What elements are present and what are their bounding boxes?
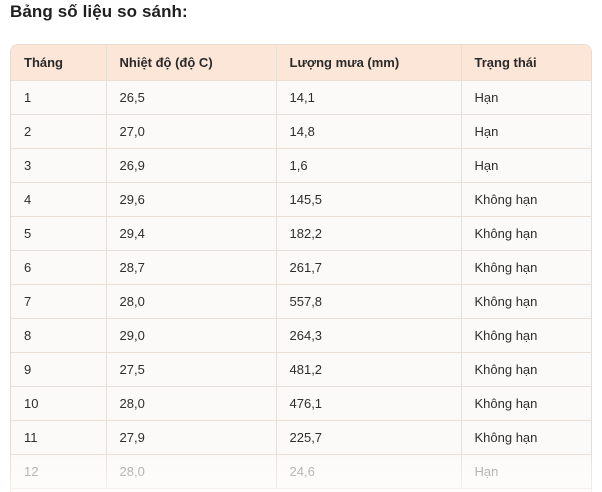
cell-temperature: 28,0	[106, 284, 277, 319]
cell-month: 1	[11, 80, 107, 115]
cell-month: 5	[11, 216, 107, 251]
cell-rainfall: 261,7	[276, 250, 462, 285]
cell-rainfall: 14,8	[276, 114, 462, 149]
table-row: 1 26,5 14,1 Hạn	[11, 80, 591, 115]
cell-temperature: 28,0	[106, 454, 277, 489]
cell-temperature: 26,5	[106, 80, 277, 115]
cell-status: Không hạn	[461, 318, 591, 353]
header-rainfall: Lượng mưa (mm)	[276, 45, 462, 81]
cell-month: 2	[11, 114, 107, 149]
cell-rainfall: 481,2	[276, 352, 462, 387]
cell-month: 4	[11, 182, 107, 217]
comparison-table: Tháng Nhiệt độ (độ C) Lượng mưa (mm) Trạ…	[11, 45, 591, 489]
cell-status: Không hạn	[461, 216, 591, 251]
cell-status: Không hạn	[461, 284, 591, 319]
cell-month: 12	[11, 454, 107, 489]
table-row: 8 29,0 264,3 Không hạn	[11, 318, 591, 353]
table-row: 7 28,0 557,8 Không hạn	[11, 284, 591, 319]
table-row: 10 28,0 476,1 Không hạn	[11, 386, 591, 421]
table-header-row: Tháng Nhiệt độ (độ C) Lượng mưa (mm) Trạ…	[11, 45, 591, 81]
cell-month: 3	[11, 148, 107, 183]
data-table-container: Tháng Nhiệt độ (độ C) Lượng mưa (mm) Trạ…	[10, 44, 592, 492]
cell-rainfall: 476,1	[276, 386, 462, 421]
cell-rainfall: 24,6	[276, 454, 462, 489]
cell-rainfall: 145,5	[276, 182, 462, 217]
table-row: 9 27,5 481,2 Không hạn	[11, 352, 591, 387]
cell-rainfall: 1,6	[276, 148, 462, 183]
cell-temperature: 27,9	[106, 420, 277, 455]
cell-month: 9	[11, 352, 107, 387]
table-row: 2 27,0 14,8 Hạn	[11, 114, 591, 149]
cell-month: 7	[11, 284, 107, 319]
cell-status: Không hạn	[461, 386, 591, 421]
table-row: 5 29,4 182,2 Không hạn	[11, 216, 591, 251]
page-title: Bảng số liệu so sánh:	[10, 2, 188, 21]
cell-temperature: 27,0	[106, 114, 277, 149]
cell-month: 6	[11, 250, 107, 285]
cell-status: Hạn	[461, 148, 591, 183]
table-row: 12 28,0 24,6 Hạn	[11, 454, 591, 489]
cell-temperature: 28,7	[106, 250, 277, 285]
cell-month: 8	[11, 318, 107, 353]
table-row: 11 27,9 225,7 Không hạn	[11, 420, 591, 455]
cell-month: 11	[11, 420, 107, 455]
cell-status: Không hạn	[461, 182, 591, 217]
cell-status: Hạn	[461, 114, 591, 149]
cell-rainfall: 264,3	[276, 318, 462, 353]
cell-status: Hạn	[461, 454, 591, 489]
table-row: 3 26,9 1,6 Hạn	[11, 148, 591, 183]
header-status: Trạng thái	[461, 45, 591, 81]
cell-temperature: 29,6	[106, 182, 277, 217]
table-row: 6 28,7 261,7 Không hạn	[11, 250, 591, 285]
cell-temperature: 28,0	[106, 386, 277, 421]
cell-rainfall: 557,8	[276, 284, 462, 319]
cell-temperature: 29,0	[106, 318, 277, 353]
cell-month: 10	[11, 386, 107, 421]
cell-status: Không hạn	[461, 420, 591, 455]
header-month: Tháng	[11, 45, 107, 81]
cell-rainfall: 225,7	[276, 420, 462, 455]
cell-status: Không hạn	[461, 352, 591, 387]
cell-temperature: 27,5	[106, 352, 277, 387]
cell-rainfall: 182,2	[276, 216, 462, 251]
cell-status: Hạn	[461, 80, 591, 115]
cell-temperature: 29,4	[106, 216, 277, 251]
table-row: 4 29,6 145,5 Không hạn	[11, 182, 591, 217]
cell-temperature: 26,9	[106, 148, 277, 183]
header-temperature: Nhiệt độ (độ C)	[106, 45, 277, 81]
cell-rainfall: 14,1	[276, 80, 462, 115]
cell-status: Không hạn	[461, 250, 591, 285]
